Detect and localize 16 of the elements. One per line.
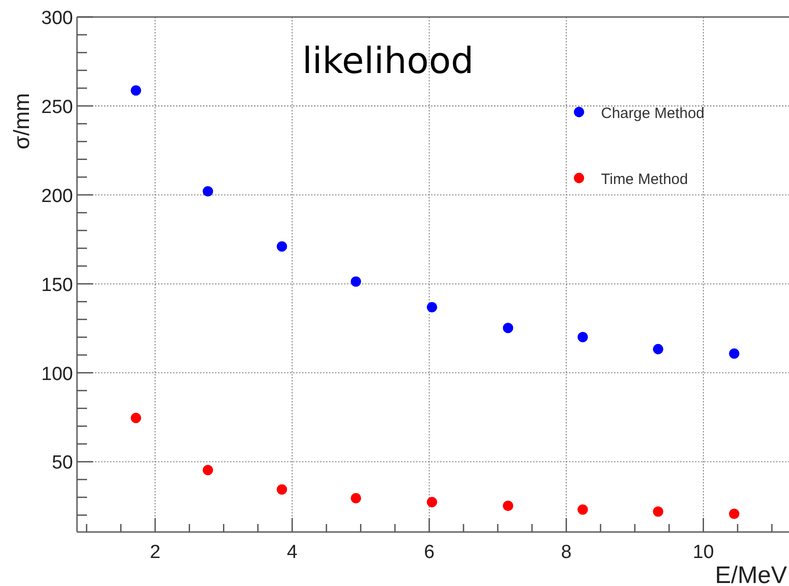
x-tick-label: 8 — [560, 542, 572, 563]
y-tick-label: 100 — [41, 364, 73, 385]
text: likelihood — [302, 41, 474, 82]
y-tick-label: 150 — [41, 274, 73, 296]
legend-label: Time Method — [601, 171, 688, 188]
x-axis-title: E/MeV — [714, 562, 787, 586]
y-tick-label: 50 — [52, 452, 73, 474]
x-tick-label: 2 — [150, 542, 160, 563]
y-tick-label: 200 — [41, 186, 73, 207]
x-tick-label: 6 — [424, 542, 435, 563]
y-axis-title: σ/mm — [9, 93, 34, 150]
x-tick-label: 10 — [692, 542, 714, 563]
legend-label: Charge Method — [601, 105, 704, 122]
y-tick-label: 300 — [41, 8, 73, 29]
x-tick-label: 4 — [286, 542, 298, 563]
y-tick-label: 250 — [41, 96, 73, 118]
